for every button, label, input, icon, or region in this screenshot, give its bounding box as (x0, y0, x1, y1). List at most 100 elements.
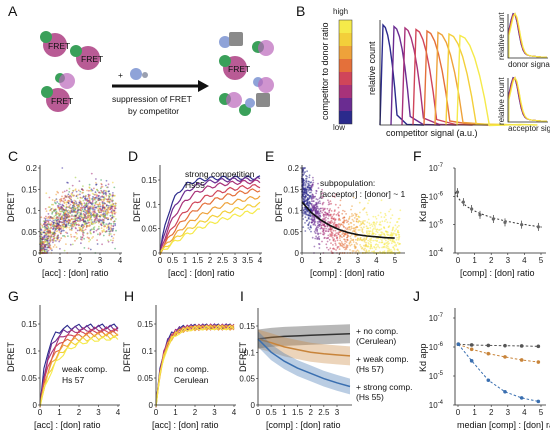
scatter-point (40, 233, 43, 236)
scatter-point (367, 202, 369, 205)
scatter-point (346, 221, 348, 224)
data-point (469, 343, 474, 347)
panel-g-xtick-label: 3 (96, 408, 101, 417)
scatter-point (83, 247, 86, 249)
scatter-point (317, 213, 320, 216)
scatter-point (371, 250, 373, 253)
panel-c-xlabel: [acc] : [don] ratio (42, 268, 109, 278)
scatter-point (51, 220, 53, 223)
scatter-point (73, 222, 76, 225)
panel-j-ytick-exponent: -6 (438, 342, 444, 348)
scatter-point (348, 243, 351, 245)
scatter-point (92, 212, 95, 215)
scatter-point (100, 214, 103, 216)
scatter-point (42, 236, 44, 239)
scatter-point (84, 209, 87, 212)
scatter-point (43, 245, 46, 248)
scatter-point (56, 230, 59, 232)
scatter-point (365, 243, 368, 246)
scatter-point (44, 250, 46, 253)
scatter-point (396, 226, 399, 229)
scatter-point (338, 235, 341, 238)
scatter-point (49, 209, 52, 211)
scatter-point (69, 243, 72, 246)
panel-i-xtick-label: 2 (308, 408, 313, 417)
panel-f-ylabel: Kd app (418, 193, 428, 222)
scatter-point (89, 239, 92, 241)
scatter-point (104, 189, 107, 192)
scatter-point (302, 167, 305, 170)
scatter-point (64, 211, 67, 213)
panel-d-ytick-label: 0.15 (141, 176, 157, 185)
inset-histogram-line (508, 76, 548, 122)
scatter-point (322, 209, 325, 212)
scatter-point (79, 213, 82, 216)
panel-c-ylabel: DFRET (6, 192, 16, 222)
scatter-point (65, 231, 67, 234)
scatter-point (87, 219, 89, 222)
scatter-point (71, 194, 74, 197)
panel-d-ylabel: DFRET (132, 192, 142, 222)
scatter-point (318, 208, 320, 211)
scatter-point (329, 247, 332, 250)
scatter-point (390, 248, 392, 251)
data-point (536, 399, 541, 404)
scatter-point (316, 229, 318, 232)
scatter-point (83, 208, 86, 210)
scatter-point (350, 225, 353, 228)
inset2-axes (507, 78, 548, 123)
scatter-point (87, 202, 90, 205)
scatter-point (76, 219, 79, 221)
scatter-point (367, 218, 370, 221)
scatter-point (84, 220, 87, 223)
scatter-point (45, 192, 48, 195)
scatter-point (90, 172, 93, 175)
panel-h-ticks: 0 1 2 3 4 0 0.05 0.1 0.15 (137, 320, 236, 417)
panel-i-xlabel: [comp] : [don] ratio (266, 420, 341, 430)
scatter-point (101, 231, 104, 233)
scatter-point (65, 226, 68, 229)
scatter-point (103, 230, 106, 233)
panel-g-ytick-label: 0.15 (21, 320, 37, 329)
scatter-point (55, 202, 57, 205)
panel-g-xtick-label: 4 (116, 408, 121, 417)
scatter-point (112, 222, 115, 225)
data-point (461, 200, 465, 204)
scatter-point (70, 233, 72, 236)
scatter-point (339, 244, 342, 247)
panel-c-xtick-label: 1 (58, 256, 63, 265)
scatter-point (311, 193, 314, 196)
scatter-point (101, 202, 104, 205)
scatter-point (81, 226, 84, 229)
scatter-point (74, 207, 76, 209)
scatter-point (108, 228, 111, 230)
scatter-point (346, 227, 349, 230)
panel-j-ytick-label: 10-4 (429, 400, 444, 410)
scatter-point (328, 238, 331, 241)
scatter-point (314, 224, 317, 227)
scatter-point (81, 197, 83, 200)
scatter-point (61, 210, 63, 213)
panel-e-ytick-label: 0.1 (288, 207, 300, 216)
scatter-point (327, 248, 330, 251)
scatter-point (302, 218, 305, 220)
scatter-point (307, 214, 310, 217)
scatter-point (91, 211, 94, 213)
scatter-point (46, 217, 48, 220)
scatter-point (78, 211, 81, 214)
scatter-point (88, 197, 91, 200)
scatter-point (332, 214, 335, 216)
scatter-point (314, 232, 317, 235)
panel-h: H 0 1 2 3 4 0 0.05 0.1 0.15 no comp. Cerulean DF… (122, 288, 237, 430)
scatter-point (306, 170, 308, 173)
scatter-point (97, 233, 99, 236)
data-point (520, 223, 524, 227)
panel-f: F 0 1 2 3 4 5 10-7 10-6 10-5 10-4 Kd app [comp] :… (413, 148, 546, 278)
scatter-point (96, 239, 98, 242)
scatter-point (351, 218, 354, 221)
scatter-point (365, 225, 368, 228)
scatter-point (329, 208, 331, 210)
scatter-point (333, 196, 336, 198)
scatter-point (45, 233, 48, 236)
scatter-point (316, 202, 318, 205)
